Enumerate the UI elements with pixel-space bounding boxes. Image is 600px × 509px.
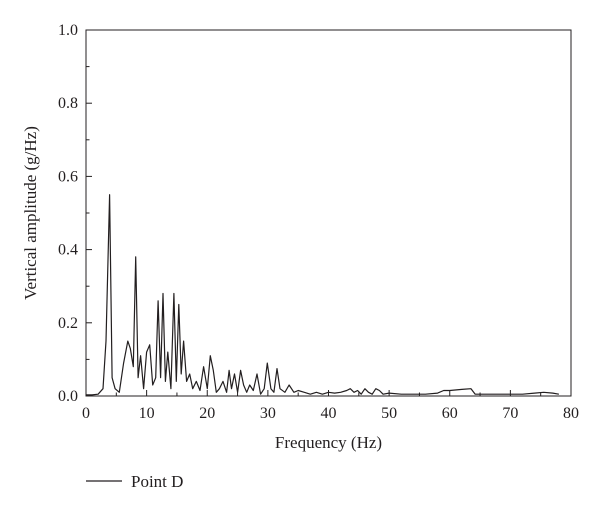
series-line-point-d (86, 194, 560, 396)
plot-frame (85, 29, 572, 397)
legend: Point D (86, 472, 183, 491)
x-tick-label: 50 (381, 405, 397, 422)
x-tick-label: 40 (321, 405, 337, 422)
y-tick-label: 0.8 (58, 95, 78, 112)
x-tick-label: 30 (260, 405, 276, 422)
y-tick-label: 0.6 (58, 168, 78, 185)
y-tick-label: 1.0 (58, 22, 78, 39)
y-tick-label: 0.2 (58, 315, 78, 332)
y-axis-title: Vertical amplitude (g/Hz) (21, 126, 40, 300)
legend-label-point-d: Point D (131, 472, 183, 491)
x-tick-label: 0 (82, 405, 90, 422)
x-tick-label: 10 (139, 405, 155, 422)
x-tick-label: 70 (502, 405, 518, 422)
series-layer (86, 194, 560, 396)
y-tick-label: 0.4 (58, 242, 78, 259)
x-axis-ticks: 0 10 20 30 40 50 60 70 80 (82, 390, 579, 422)
y-axis-ticks: 0.0 0.2 0.4 0.6 0.8 1.0 (58, 22, 92, 405)
x-tick-label: 80 (563, 405, 579, 422)
x-tick-label: 60 (442, 405, 458, 422)
y-tick-label: 0.0 (58, 388, 78, 405)
x-axis-title: Frequency (Hz) (275, 433, 382, 452)
x-tick-label: 20 (199, 405, 215, 422)
